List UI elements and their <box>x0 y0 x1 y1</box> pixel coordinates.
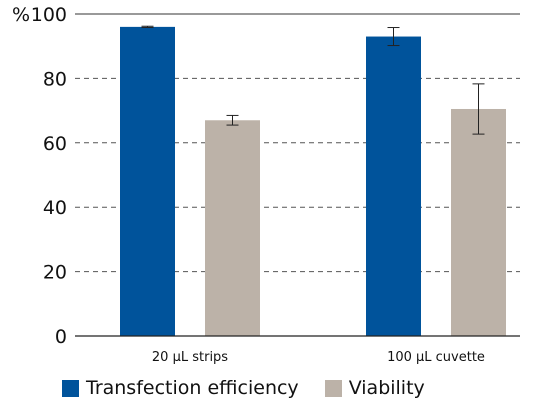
category-label: 100 µL cuvette <box>387 350 485 365</box>
y-tick-label: 0 <box>55 326 67 348</box>
y-tick-label: 60 <box>43 133 67 155</box>
legend-swatch-viability <box>324 379 342 397</box>
y-tick-label: 80 <box>43 68 67 90</box>
bar <box>451 108 506 337</box>
legend: Transfection efficiency Viability <box>62 376 451 400</box>
legend-label-viability: Viability <box>348 377 425 399</box>
bar <box>366 36 421 336</box>
category-label: 20 µL strips <box>152 350 228 365</box>
y-axis-unit: % <box>12 4 30 26</box>
error-bars <box>141 25 485 135</box>
legend-item-transfection: Transfection efficiency <box>62 377 299 399</box>
y-tick-label: 40 <box>43 197 67 219</box>
legend-swatch-transfection <box>62 379 79 397</box>
y-tick-label: 100 <box>31 4 67 26</box>
y-tick-label: 20 <box>43 262 67 284</box>
bar <box>205 120 260 336</box>
legend-label-transfection: Transfection efficiency <box>86 377 299 399</box>
category-labels: 20 µL strips 100 µL cuvette <box>152 350 485 365</box>
legend-item-viability: Viability <box>324 377 425 399</box>
bar <box>120 26 175 336</box>
y-tick-labels: 0 20 40 60 80 100 <box>31 4 67 348</box>
bars <box>120 26 506 337</box>
